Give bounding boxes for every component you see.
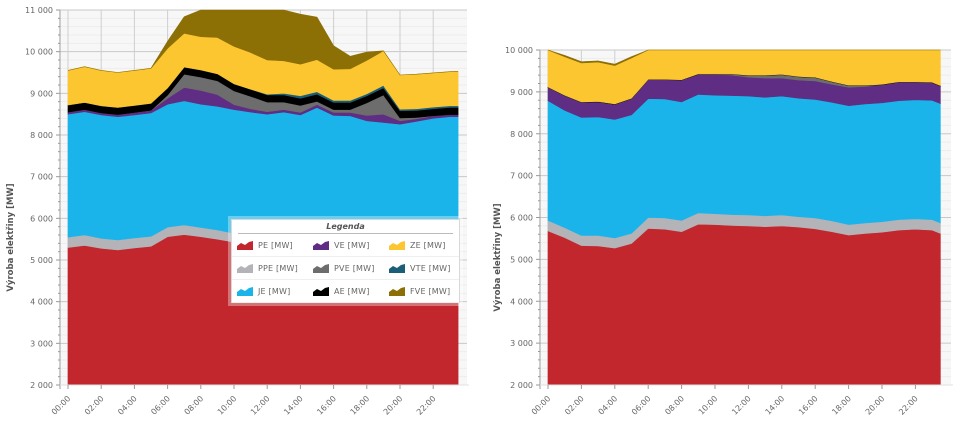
area-series-pe <box>547 223 941 386</box>
area-series-icon <box>313 240 329 250</box>
legend-item-pve[interactable]: PVE [MW] <box>308 257 384 280</box>
x-tick-label: 16:00 <box>797 394 820 417</box>
x-tick-label: 14:00 <box>764 394 787 417</box>
x-tick-label: 08:00 <box>183 394 206 417</box>
x-tick-label: 12:00 <box>730 394 753 417</box>
legend-label: JE [MW] <box>258 286 291 296</box>
legend-item-pe[interactable]: PE [MW] <box>232 234 308 257</box>
legend-label: FVE [MW] <box>410 286 451 296</box>
x-tick-label: 10:00 <box>697 394 720 417</box>
legend-item-fve[interactable]: FVE [MW] <box>384 280 459 303</box>
x-tick-label: 20:00 <box>864 394 887 417</box>
x-tick-label: 10:00 <box>216 394 239 417</box>
area-series-icon <box>389 286 405 296</box>
area-series-icon <box>237 263 253 273</box>
legend-label: VTE [MW] <box>410 263 451 273</box>
y-tick-label: 5 000 <box>30 256 53 265</box>
area-series-icon <box>313 286 329 296</box>
legend-label: ZE [MW] <box>410 240 446 250</box>
legend-label: PE [MW] <box>258 240 293 250</box>
legend-item-ae[interactable]: AE [MW] <box>308 280 384 303</box>
x-tick-label: 12:00 <box>249 394 272 417</box>
x-tick-label: 20:00 <box>382 394 405 417</box>
legend-label: AE [MW] <box>334 286 370 296</box>
legend-label: PPE [MW] <box>258 263 298 273</box>
y-tick-label: 4 000 <box>30 298 53 307</box>
legend-item-ze[interactable]: ZE [MW] <box>384 234 459 257</box>
left-chart: 2 000 3 000 4 000 5 000 6 000 7 000 8 000 9 000… <box>6 6 469 417</box>
area-series-icon <box>389 240 405 250</box>
x-tick-label: 16:00 <box>315 394 338 417</box>
x-tick-label: 00:00 <box>530 394 553 417</box>
y-tick-label: 7 000 <box>510 172 533 181</box>
area-series-icon <box>313 263 329 273</box>
y-tick-label: 9 000 <box>30 89 53 98</box>
y-axis-title: Výroba elektřiny [MW] <box>493 203 503 311</box>
legend-label: VE [MW] <box>334 240 370 250</box>
y-tick-label: 4 000 <box>510 297 533 306</box>
x-tick-label: 04:00 <box>116 394 139 417</box>
x-tick-label: 06:00 <box>630 394 653 417</box>
chart-legend: Legenda PE [MW] VE [MW] ZE [MW] PPE [MW]… <box>231 219 460 303</box>
x-tick-label: 18:00 <box>830 394 853 417</box>
area-series-icon <box>237 240 253 250</box>
area-series-icon <box>237 286 253 296</box>
y-tick-label: 7 000 <box>30 173 53 182</box>
x-tick-label: 14:00 <box>282 394 305 417</box>
x-tick-label: 04:00 <box>597 394 620 417</box>
legend-label: PVE [MW] <box>334 263 375 273</box>
y-tick-label: 6 000 <box>30 214 53 223</box>
x-tick-label: 02:00 <box>83 394 106 417</box>
y-tick-label: 8 000 <box>30 131 53 140</box>
y-tick-label: 10 000 <box>505 46 533 55</box>
legend-item-je[interactable]: JE [MW] <box>232 280 308 303</box>
area-series-fve <box>67 9 459 76</box>
y-tick-label: 5 000 <box>510 255 533 264</box>
y-tick-label: 9 000 <box>510 88 533 97</box>
legend-item-ppe[interactable]: PPE [MW] <box>232 257 308 280</box>
x-tick-label: 08:00 <box>663 394 686 417</box>
x-tick-label: 00:00 <box>50 394 73 417</box>
area-series-icon <box>389 263 405 273</box>
y-tick-label: 3 000 <box>30 339 53 348</box>
x-tick-label: 22:00 <box>415 394 438 417</box>
legend-title: Legenda <box>238 220 453 234</box>
y-tick-label: 2 000 <box>30 381 53 390</box>
right-chart: 2 000 3 000 4 000 5 000 6 000 7 000 8 000 9 000… <box>493 46 953 417</box>
y-tick-label: 3 000 <box>510 339 533 348</box>
x-tick-label: 06:00 <box>149 394 172 417</box>
y-tick-label: 11 000 <box>25 6 53 15</box>
y-tick-label: 8 000 <box>510 130 533 139</box>
y-tick-label: 2 000 <box>510 381 533 390</box>
x-tick-label: 02:00 <box>563 394 586 417</box>
x-tick-label: 22:00 <box>897 394 920 417</box>
y-tick-label: 10 000 <box>25 48 53 57</box>
legend-item-vte[interactable]: VTE [MW] <box>384 257 459 280</box>
legend-item-ve[interactable]: VE [MW] <box>308 234 384 257</box>
area-series-fve <box>547 49 941 66</box>
y-tick-label: 6 000 <box>510 214 533 223</box>
y-axis-title: Výroba elektřiny [MW] <box>6 183 16 291</box>
x-tick-label: 18:00 <box>349 394 372 417</box>
